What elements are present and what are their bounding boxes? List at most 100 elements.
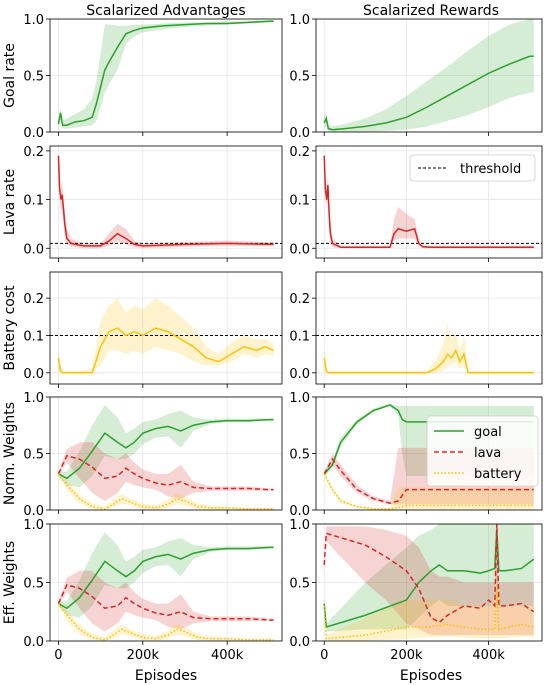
- band-battery: [324, 324, 534, 373]
- plot-area: [323, 19, 534, 132]
- y-tick-label: 0.0: [23, 635, 44, 650]
- y-axis-label: Eff. Weights: [2, 541, 18, 624]
- y-tick-label: 0.5: [289, 448, 310, 463]
- column-title-right: Scalarized Rewards: [363, 3, 499, 19]
- y-tick-label: 1.0: [289, 518, 310, 533]
- series-goal: [58, 418, 274, 480]
- panel-r3-c0: 0.0 0.5 1.0 Norm. Weights: [2, 391, 283, 519]
- band-battery: [58, 471, 274, 510]
- panel-r4-c0: 0.0 0.5 1.0 0 200k 400k Eff. Weights: [2, 518, 283, 663]
- legend-box: [426, 415, 539, 487]
- y-tick-label: 0.2: [23, 292, 44, 307]
- panel-r4-c1: 0.0 0.5 1.0 0 200k 400k: [289, 518, 543, 663]
- legend-label-lava: lava: [474, 446, 501, 461]
- panel-r1-c1: 0.0 0.1 0.2 threshold: [289, 145, 543, 262]
- axes-frame: [315, 271, 543, 385]
- legend-label-battery: battery: [474, 467, 522, 482]
- plot-area: [57, 20, 274, 129]
- plot-area: [50, 150, 282, 249]
- y-tick-label: 0.1: [23, 329, 44, 344]
- series-lava: [57, 155, 274, 247]
- y-tick-label: 0.0: [289, 635, 310, 650]
- plot-area: [316, 324, 542, 374]
- plot-area: [316, 150, 542, 249]
- legend-label-goal: goal: [474, 425, 502, 440]
- plot-area: [323, 524, 535, 641]
- y-tick-label: 0.0: [23, 367, 44, 382]
- series-lava: [323, 155, 534, 249]
- y-tick-label: 0.5: [289, 577, 310, 592]
- y-axis-label: Battery cost: [2, 285, 18, 371]
- panel-r0-c1: 0.0 0.5 1.0: [289, 13, 543, 141]
- column-title-left: Scalarized Advantages: [86, 3, 245, 19]
- y-tick-label: 1.0: [23, 391, 44, 406]
- x-tick-label: 200k: [390, 648, 423, 663]
- plot-area: [57, 404, 274, 510]
- x-axis-label-right: Episodes: [400, 668, 462, 684]
- series-lava: [57, 583, 274, 621]
- band-goal: [58, 532, 274, 618]
- band-lava: [58, 442, 274, 501]
- x-tick-label: 0: [320, 648, 328, 663]
- y-axis-label: Goal rate: [2, 43, 18, 108]
- y-tick-label: 1.0: [289, 13, 310, 28]
- y-tick-label: 0.1: [23, 194, 44, 209]
- band-goal: [58, 20, 274, 129]
- legend-threshold: threshold: [409, 154, 536, 182]
- series-lava: [323, 524, 535, 624]
- panel-r2-c1: 0.0 0.1 0.2: [289, 271, 543, 388]
- axes-frame: [315, 145, 543, 259]
- y-tick-label: 0.1: [289, 194, 310, 209]
- y-tick-label: 0.0: [289, 126, 310, 141]
- y-tick-label: 0.5: [23, 577, 44, 592]
- series-battery: [57, 327, 274, 374]
- legend-label-threshold: threshold: [460, 162, 521, 177]
- series-goal: [57, 20, 274, 126]
- legend-box: [409, 154, 536, 182]
- series-battery: [57, 603, 274, 641]
- series-battery: [323, 473, 534, 510]
- band-battery: [324, 471, 534, 510]
- band-goal: [58, 404, 274, 488]
- y-tick-label: 1.0: [23, 518, 44, 533]
- x-tick-label: 400k: [472, 648, 505, 663]
- y-tick-label: 0.5: [23, 70, 44, 85]
- band-goal: [324, 524, 534, 632]
- y-axis-label: Norm. Weights: [2, 402, 18, 505]
- series-lava: [57, 454, 274, 491]
- panel-r3-c1: 0.0 0.5 1.0 goal lava battery: [289, 391, 543, 519]
- y-axis-label: Lava rate: [2, 169, 18, 235]
- legend-weights: goal lava battery: [426, 415, 539, 487]
- y-tick-label: 0.0: [23, 126, 44, 141]
- y-tick-label: 0.5: [289, 70, 310, 85]
- band-lava: [58, 570, 274, 632]
- panel-r0-c0: 0.0 0.5 1.0 Goal rate: [2, 13, 283, 141]
- y-tick-label: 0.0: [23, 504, 44, 519]
- series-battery: [57, 473, 274, 510]
- y-tick-label: 1.0: [23, 13, 44, 28]
- panel-r1-c0: 0.0 0.1 0.2 Lava rate: [2, 145, 283, 262]
- y-tick-label: 0.2: [289, 292, 310, 307]
- series-goal: [323, 529, 535, 628]
- y-tick-label: 0.0: [289, 242, 310, 257]
- band-lava: [324, 524, 534, 636]
- y-tick-label: 0.2: [23, 145, 44, 160]
- x-tick-label: 200k: [127, 648, 160, 663]
- axes-frame: [49, 145, 283, 259]
- x-tick-label: 0: [54, 648, 62, 663]
- series-goal: [58, 546, 274, 610]
- plot-area: [50, 298, 282, 374]
- plot-area: [57, 532, 274, 641]
- y-tick-label: 0.5: [23, 448, 44, 463]
- y-tick-label: 0.2: [289, 145, 310, 160]
- y-tick-label: 0.1: [289, 329, 310, 344]
- series-battery: [323, 348, 534, 374]
- x-axis-label-left: Episodes: [135, 668, 197, 684]
- x-tick-label: 400k: [211, 648, 244, 663]
- y-tick-label: 0.0: [289, 504, 310, 519]
- band-battery: [324, 570, 534, 641]
- band-goal: [324, 19, 534, 132]
- panel-r2-c0: 0.0 0.1 0.2 Battery cost: [2, 271, 283, 388]
- y-tick-label: 1.0: [289, 391, 310, 406]
